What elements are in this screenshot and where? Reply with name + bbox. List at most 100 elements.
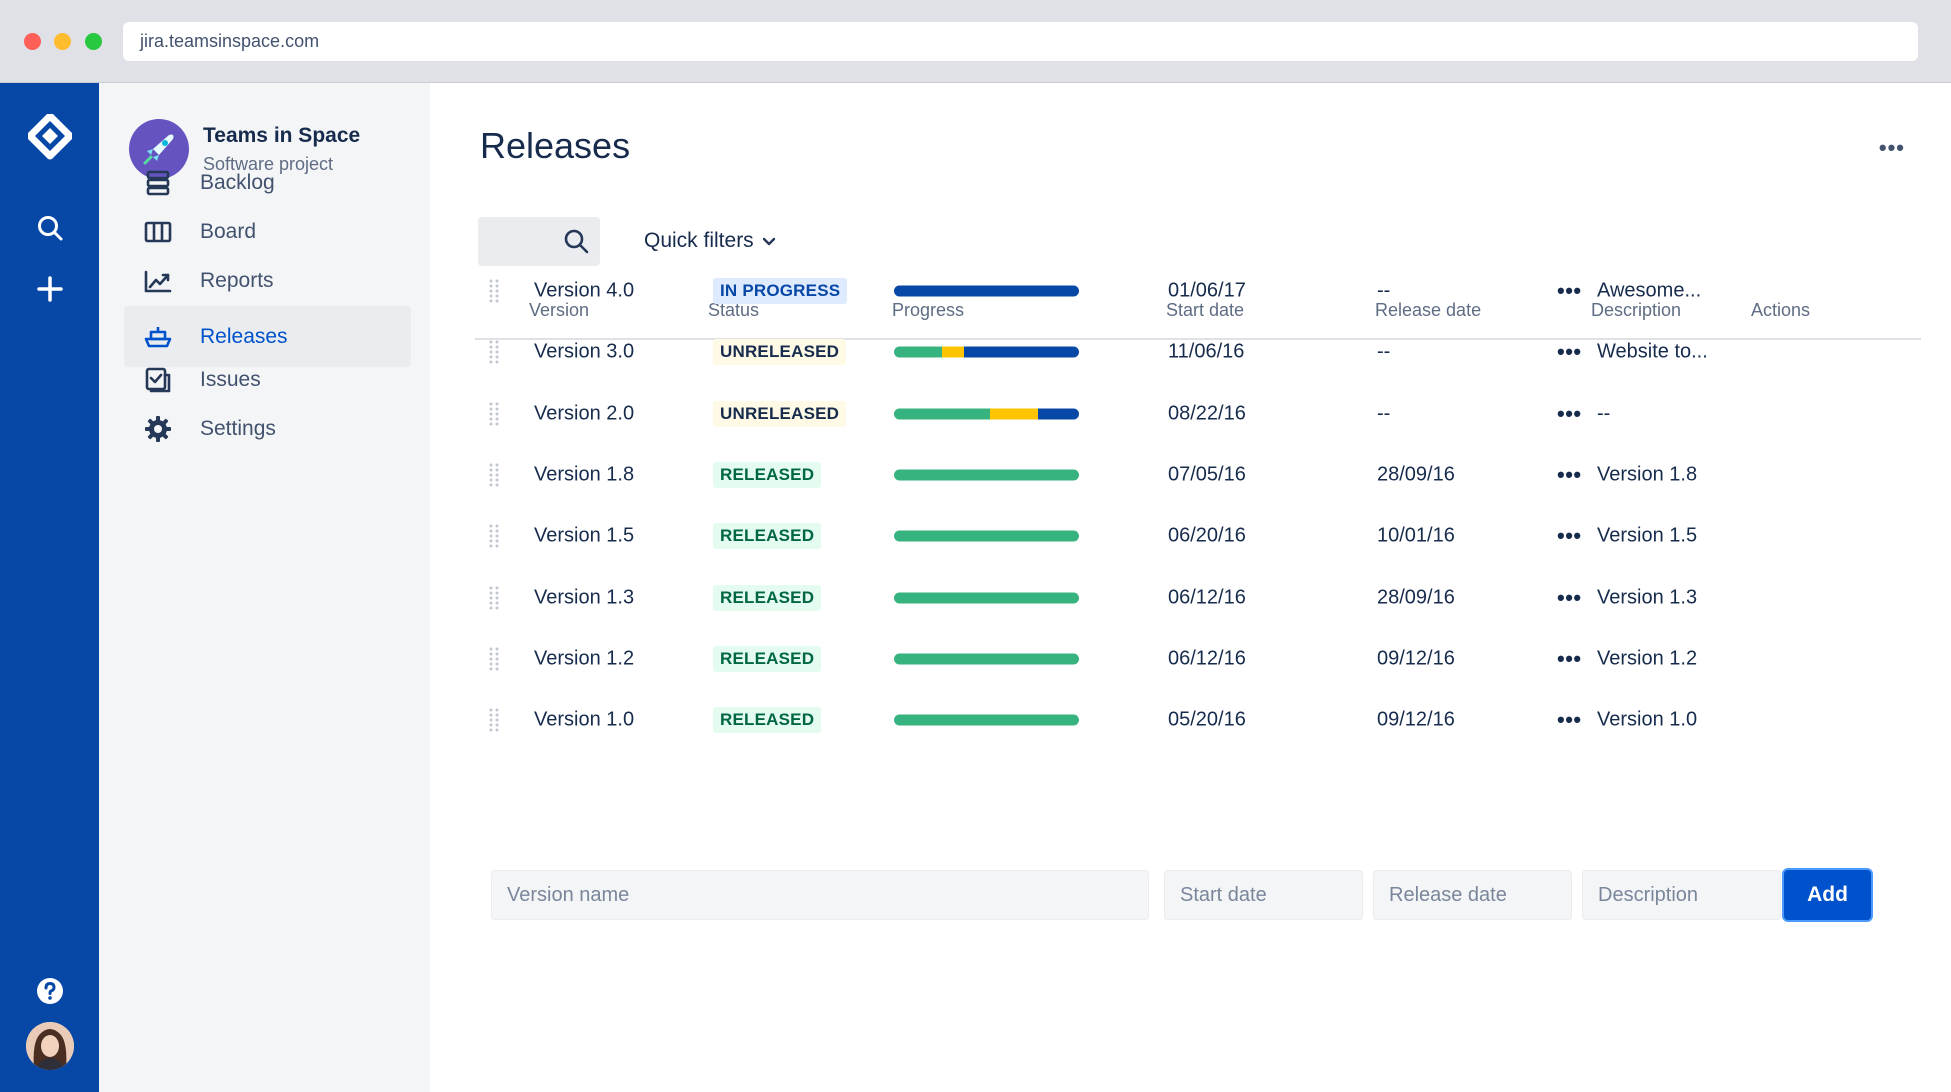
project-name: Teams in Space — [203, 123, 361, 147]
drag-handle-icon[interactable] — [489, 339, 499, 365]
minimize-window-button[interactable] — [54, 33, 71, 50]
drag-handle-icon[interactable] — [489, 401, 499, 427]
help-icon[interactable] — [0, 971, 99, 1011]
version-name[interactable]: Version 1.5 — [534, 524, 635, 546]
releases-icon — [141, 320, 175, 354]
close-window-button[interactable] — [24, 33, 41, 50]
drag-handle-icon[interactable] — [489, 707, 499, 733]
progress-bar — [894, 653, 1079, 664]
progress-bar — [894, 592, 1079, 603]
drag-handle-icon[interactable] — [489, 462, 499, 488]
progress-segment-done — [894, 592, 1079, 603]
start-date: 08/22/16 — [1168, 402, 1246, 424]
row-more-actions-button[interactable]: ••• — [1557, 277, 1582, 303]
version-name[interactable]: Version 1.2 — [534, 647, 635, 669]
table-header: Version Status Progress Start date Relea… — [475, 300, 1921, 340]
table-row[interactable]: Version 3.0 UNRELEASED 11/06/16 -- Website t… — [475, 321, 1921, 382]
status-badge: RELEASED — [713, 522, 822, 549]
column-header-progress[interactable]: Progress — [892, 300, 965, 320]
jira-logo-icon[interactable] — [0, 113, 99, 163]
sidebar-item-backlog[interactable]: Backlog — [124, 152, 411, 213]
version-name[interactable]: Version 3.0 — [534, 340, 635, 362]
description: Version 1.5 — [1597, 524, 1698, 546]
row-more-actions-button[interactable]: ••• — [1557, 584, 1582, 610]
table-row[interactable]: Version 1.5 RELEASED 06/20/16 10/01/16 Versi… — [475, 505, 1921, 566]
table-row[interactable]: Version 1.0 RELEASED 05/20/16 09/12/16 Versi… — [475, 689, 1921, 750]
quick-filters-dropdown[interactable]: Quick filters — [644, 229, 776, 253]
version-name[interactable]: Version 1.3 — [534, 586, 635, 608]
description-input[interactable] — [1582, 870, 1781, 920]
row-more-actions-button[interactable]: ••• — [1557, 522, 1582, 548]
progress-segment-todo — [964, 346, 1079, 357]
release-date: -- — [1377, 402, 1391, 424]
row-more-actions-button[interactable]: ••• — [1557, 706, 1582, 732]
search-input[interactable] — [478, 217, 600, 266]
column-header-start-date[interactable]: Start date — [1166, 300, 1245, 320]
table-row[interactable]: Version 4.0 IN PROGRESS 01/06/17 -- Awesome.… — [475, 260, 1921, 321]
release-date: -- — [1377, 279, 1391, 301]
table-row[interactable]: Version 1.2 RELEASED 06/12/16 09/12/16 Versi… — [475, 628, 1921, 689]
status-badge: UNRELEASED — [713, 338, 847, 365]
release-date-input[interactable] — [1373, 870, 1572, 920]
progress-segment-done — [894, 653, 1079, 664]
drag-handle-icon[interactable] — [489, 585, 499, 611]
table-row[interactable]: Version 1.8 RELEASED 07/05/16 28/09/16 Versi… — [475, 444, 1921, 505]
column-header-description[interactable]: Description — [1591, 300, 1682, 320]
progress-bar — [894, 408, 1079, 419]
version-name[interactable]: Version 1.8 — [534, 463, 635, 485]
drag-handle-icon[interactable] — [489, 278, 499, 304]
start-date: 06/12/16 — [1168, 647, 1246, 669]
row-more-actions-button[interactable]: ••• — [1557, 645, 1582, 671]
column-header-actions: Actions — [1751, 300, 1811, 320]
column-header-status[interactable]: Status — [708, 300, 760, 320]
version-name[interactable]: Version 2.0 — [534, 402, 635, 424]
add-version-button[interactable]: Add — [1784, 870, 1871, 920]
sidebar-item-releases[interactable]: Releases — [124, 306, 411, 367]
row-more-actions-button[interactable]: ••• — [1557, 338, 1582, 364]
version-name[interactable]: Version 1.0 — [534, 708, 635, 730]
sidebar-item-label: Reports — [200, 268, 274, 292]
release-date: 28/09/16 — [1377, 463, 1455, 485]
drag-handle-icon[interactable] — [489, 646, 499, 672]
table-row[interactable]: Version 1.3 RELEASED 06/12/16 28/09/16 Versi… — [475, 567, 1921, 628]
status-badge: UNRELEASED — [713, 400, 847, 427]
gear-icon — [141, 412, 175, 446]
release-date: 09/12/16 — [1377, 647, 1455, 669]
sidebar-item-settings[interactable]: Settings — [124, 398, 411, 459]
progress-segment-todo — [894, 285, 1079, 296]
start-date: 06/12/16 — [1168, 586, 1246, 608]
progress-segment-in-progress — [990, 408, 1039, 419]
issues-icon — [141, 363, 175, 397]
sidebar-item-label: Settings — [200, 416, 276, 440]
page-more-actions-button[interactable]: ••• — [1878, 135, 1905, 160]
reports-icon — [141, 264, 175, 298]
project-header[interactable]: Teams in Space Software project — [129, 119, 360, 179]
browser-chrome: jira.teamsinspace.com — [0, 0, 1951, 83]
maximize-window-button[interactable] — [85, 33, 102, 50]
status-badge: RELEASED — [713, 584, 822, 611]
create-plus-icon[interactable] — [0, 269, 99, 309]
main-content: Releases ••• Quick filters Version Statu… — [430, 83, 1951, 1092]
status-badge: IN PROGRESS — [713, 277, 848, 304]
sidebar-item-reports[interactable]: Reports — [124, 250, 411, 311]
table-row[interactable]: Version 2.0 UNRELEASED 08/22/16 -- -- ••• — [475, 383, 1921, 444]
drag-handle-icon[interactable] — [489, 523, 499, 549]
description: Version 1.2 — [1597, 647, 1698, 669]
column-header-version[interactable]: Version — [529, 300, 590, 320]
status-badge: RELEASED — [713, 461, 822, 488]
description: Version 1.3 — [1597, 586, 1698, 608]
user-avatar[interactable] — [0, 1019, 99, 1073]
sidebar-item-board[interactable]: Board — [124, 201, 411, 262]
start-date: 07/05/16 — [1168, 463, 1246, 485]
status-badge: RELEASED — [713, 706, 822, 733]
row-more-actions-button[interactable]: ••• — [1557, 400, 1582, 426]
column-header-release-date[interactable]: Release date — [1375, 300, 1482, 320]
version-name[interactable]: Version 4.0 — [534, 279, 635, 301]
version-name-input[interactable] — [491, 870, 1149, 920]
description: Version 1.8 — [1597, 463, 1698, 485]
sidebar-item-issues[interactable]: Issues — [124, 349, 411, 410]
row-more-actions-button[interactable]: ••• — [1557, 461, 1582, 487]
search-icon[interactable] — [0, 208, 99, 248]
address-bar[interactable]: jira.teamsinspace.com — [123, 22, 1918, 61]
start-date-input[interactable] — [1164, 870, 1363, 920]
